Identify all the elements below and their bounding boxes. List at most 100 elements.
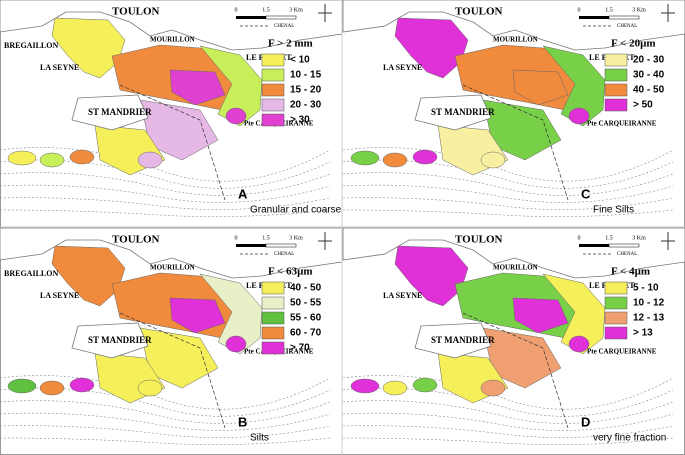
sediment-patch <box>350 150 380 166</box>
legend-label: 5 - 10 <box>633 283 659 294</box>
peninsula-land <box>71 94 149 131</box>
scale-label: 3 Km <box>632 235 646 241</box>
legend-swatch <box>604 296 628 310</box>
sediment-patch <box>7 378 37 394</box>
sediment-patch <box>7 150 37 166</box>
panel-caption: Granular and coarse <box>250 205 342 216</box>
bathymetry-contour <box>0 412 331 431</box>
panel-caption: very fine fraction <box>593 433 666 444</box>
panel-caption: Silts <box>250 433 269 444</box>
scale-label: 1.5 <box>262 235 270 241</box>
bathymetry-contour <box>0 400 331 424</box>
scale-label: 1.5 <box>605 235 613 241</box>
sediment-patch <box>69 377 95 393</box>
bathymetry-contour <box>0 425 331 438</box>
sediment-patch <box>382 380 408 396</box>
sediment-zone <box>169 69 226 106</box>
channel-line <box>119 312 226 429</box>
scale-label: 0 <box>235 235 238 241</box>
sediment-zone <box>512 297 569 334</box>
bathymetry-contour <box>0 437 331 445</box>
sediment-patch <box>568 107 590 125</box>
scale-bar-half <box>608 243 640 248</box>
peninsula-land <box>71 322 149 359</box>
channel-legend: CHENAL <box>274 252 294 257</box>
sediment-patch <box>382 152 408 168</box>
sediment-zone <box>169 297 226 334</box>
sediment-zone <box>394 245 469 307</box>
legend-label: > 30 <box>290 115 310 126</box>
place-name: Pte CARQUEIRANNE <box>587 120 657 128</box>
legend-label: 60 - 70 <box>290 328 322 339</box>
map-panel: 0 1.5 3 Km CHENAL TOULON BREGAILLON MOURILLON L… <box>0 227 343 445</box>
legend-swatch <box>604 311 628 325</box>
legend-swatch <box>604 98 628 112</box>
bathymetry-contour <box>342 387 674 417</box>
sediment-zone <box>542 45 606 127</box>
channel-legend: CHENAL <box>617 24 637 29</box>
place-name: MOURILLON <box>493 36 538 44</box>
bathymetry-contour <box>0 197 331 210</box>
legend-swatch <box>261 98 285 112</box>
bathymetry-contour <box>342 209 674 217</box>
bathymetry-contour <box>342 437 674 445</box>
legend-swatch <box>261 296 285 310</box>
legend-label: < 10 <box>290 55 310 66</box>
legend-swatch <box>261 113 285 127</box>
legend-swatch <box>261 311 285 325</box>
channel-legend: CHENAL <box>617 252 637 257</box>
legend-title: F > 2 mm <box>268 38 313 50</box>
scale-label: 0 <box>235 7 238 13</box>
place-name: LA SEYNE <box>40 291 79 300</box>
place-name: BREGAILLON <box>4 41 58 50</box>
place-name: Pte CARQUEIRANNE <box>587 348 657 356</box>
legend-label: 10 - 12 <box>633 298 665 309</box>
scale-label: 1.5 <box>605 7 613 13</box>
coastline-land <box>342 0 685 51</box>
legend-label: 55 - 60 <box>290 313 322 324</box>
legend-swatch <box>604 53 628 67</box>
place-name: MOURILLON <box>150 264 195 272</box>
bathymetry-contour <box>342 172 674 196</box>
compass <box>661 232 675 250</box>
coastline-land <box>0 227 343 279</box>
scale-label: 3 Km <box>632 7 646 13</box>
sediment-patch <box>480 151 506 169</box>
legend-swatch <box>261 83 285 97</box>
place-name: TOULON <box>112 234 160 246</box>
channel-line <box>462 84 569 201</box>
channel-line <box>462 312 569 429</box>
sediment-zone <box>199 45 263 127</box>
sediment-zone <box>394 17 469 79</box>
panel-letter: C <box>581 186 591 201</box>
legend-swatch <box>604 83 628 97</box>
panel-letter: D <box>581 414 590 429</box>
legend-swatch <box>604 281 628 295</box>
legend-label: 15 - 20 <box>290 85 322 96</box>
legend-title: F < 63µm <box>268 266 313 278</box>
scale-bar-half <box>265 243 297 248</box>
place-name: BREGAILLON <box>4 269 58 278</box>
peninsula-land <box>414 94 492 131</box>
sediment-zone <box>51 245 126 307</box>
bathymetry-contour <box>0 387 331 417</box>
sediment-patch <box>69 149 95 165</box>
scale-bar-half <box>265 15 297 20</box>
scale-label: 3 Km <box>289 235 303 241</box>
scale-label: 3 Km <box>289 7 303 13</box>
bathymetry-contour <box>342 197 674 210</box>
scale-bar-half <box>608 15 640 20</box>
bathymetry-contour <box>342 412 674 431</box>
legend-label: > 70 <box>290 343 310 354</box>
panel-letter: A <box>238 186 248 201</box>
compass <box>318 4 332 22</box>
bathymetry-contour <box>0 209 331 217</box>
channel-legend: CHENAL <box>274 24 294 29</box>
legend-label: 40 - 50 <box>633 85 665 96</box>
sediment-patch <box>39 380 65 396</box>
legend-label: 50 - 55 <box>290 298 322 309</box>
place-name: MOURILLON <box>493 264 538 272</box>
legend-swatch <box>261 326 285 340</box>
bathymetry-contour <box>342 184 674 203</box>
